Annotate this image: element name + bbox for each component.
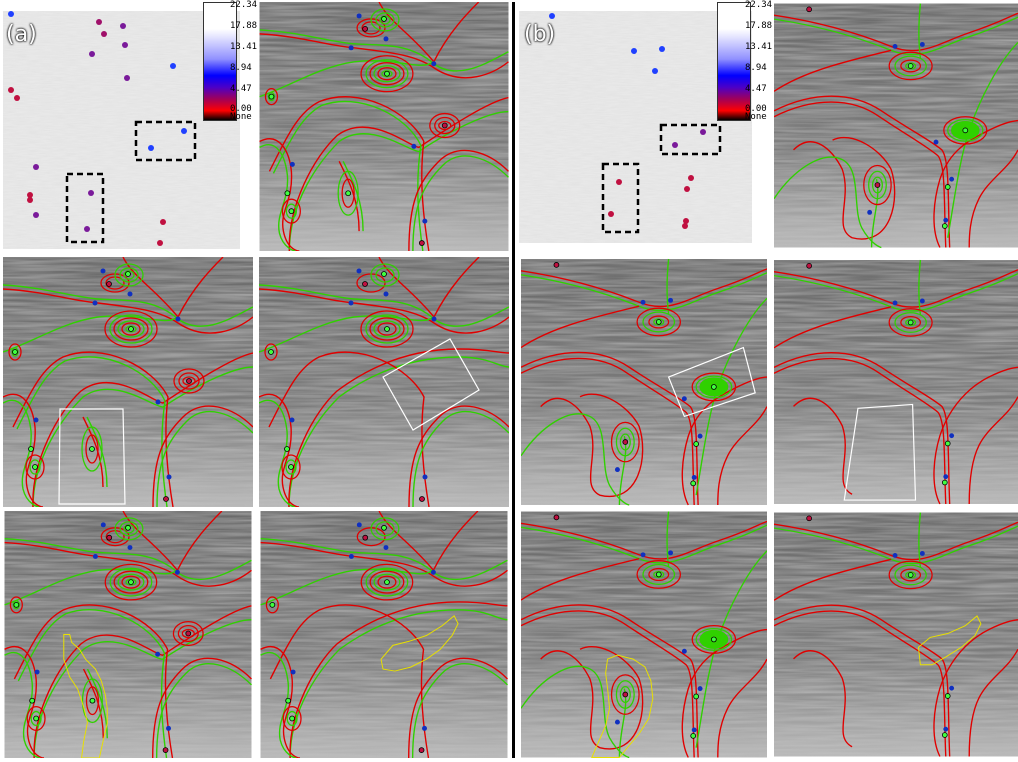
roi-white-box <box>58 408 126 505</box>
tick-label: 13.41 <box>745 42 773 52</box>
panel-a-shape-right <box>259 511 509 758</box>
divider <box>512 2 515 758</box>
tick-label: 17.88 <box>230 21 258 31</box>
roi-white-box <box>843 403 917 501</box>
panel-label-b: (b) <box>524 22 556 47</box>
panel-b-box-left <box>774 257 1018 507</box>
roi-white-rotated-box <box>382 338 480 431</box>
panel-label-a: (a) <box>6 22 37 47</box>
tick-label: 13.41 <box>230 42 258 52</box>
tick-label: 0.00 <box>230 104 252 114</box>
critical-points <box>549 13 706 229</box>
tick-label: None <box>230 112 252 122</box>
roi-yellow-shape <box>63 634 108 758</box>
roi-dashed-box-2 <box>65 172 105 244</box>
panel-a-shape-left <box>3 511 253 758</box>
tick-label: 0.00 <box>745 104 767 114</box>
panel-a-box-left <box>3 257 253 507</box>
tick-label: 8.94 <box>230 63 252 73</box>
tick-label: 4.47 <box>745 84 767 94</box>
roi-dashed-box-1 <box>659 123 722 156</box>
panel-a-box-rotated <box>259 257 509 507</box>
roi-yellow-shape <box>917 615 982 666</box>
roi-white-rotated-box <box>667 346 756 418</box>
colorbar-ticks-a: 22.34 17.88 13.41 8.94 4.47 0.00 None <box>230 0 260 122</box>
tick-label: None <box>745 112 767 122</box>
tick-label: 8.94 <box>745 63 767 73</box>
critical-points <box>8 11 187 246</box>
roi-dashed-box-2 <box>601 162 640 234</box>
panel-b-overview <box>519 11 752 243</box>
colorbar-b <box>717 2 751 121</box>
colorbar-ticks-b: 22.34 17.88 13.41 8.94 4.47 0.00 None <box>745 0 775 122</box>
panel-b-box-rotated <box>521 257 767 507</box>
tick-label: 4.47 <box>230 84 252 94</box>
roi-dashed-box-1 <box>134 120 197 162</box>
panel-a-topology <box>259 2 509 251</box>
roi-yellow-shape <box>380 614 459 672</box>
tick-label: 17.88 <box>745 21 773 31</box>
panel-b-shape-left <box>521 511 767 758</box>
panel-b-topology <box>774 2 1018 249</box>
panel-a-overview <box>3 11 240 249</box>
tick-label: 22.34 <box>745 0 773 10</box>
tick-label: 22.34 <box>230 0 258 10</box>
roi-yellow-shape <box>591 654 654 758</box>
colorbar-a <box>203 2 237 121</box>
panel-b-shape-right <box>774 511 1018 758</box>
